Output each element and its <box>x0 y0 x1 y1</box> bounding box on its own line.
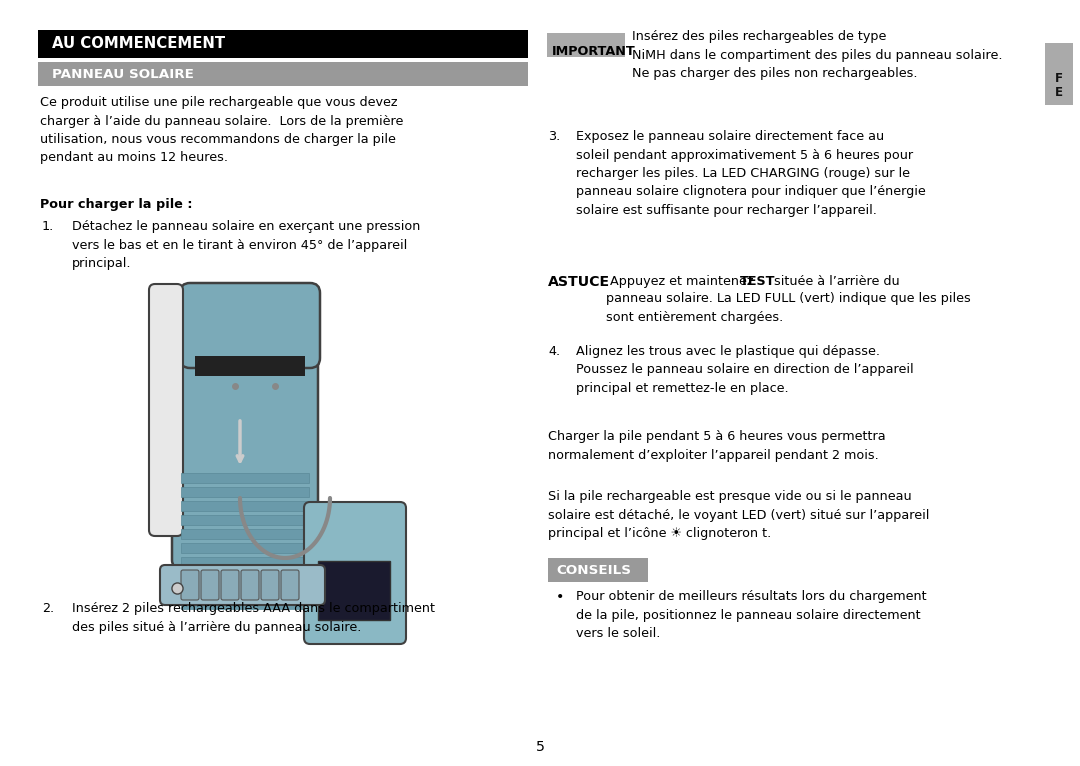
Text: Ce produit utilise une pile rechargeable que vous devez
charger à l’aide du pann: Ce produit utilise une pile rechargeable… <box>40 96 403 165</box>
Text: PANNEAU SOLAIRE: PANNEAU SOLAIRE <box>52 67 194 80</box>
FancyBboxPatch shape <box>181 515 309 525</box>
Text: CONSEILS: CONSEILS <box>556 564 631 577</box>
FancyBboxPatch shape <box>281 570 299 600</box>
FancyBboxPatch shape <box>221 570 239 600</box>
Text: IMPORTANT: IMPORTANT <box>552 45 636 58</box>
Text: 5: 5 <box>536 740 544 754</box>
FancyBboxPatch shape <box>318 561 390 620</box>
Text: 1.: 1. <box>42 220 54 233</box>
Text: 3.: 3. <box>548 130 561 143</box>
Text: AU COMMENCEMENT: AU COMMENCEMENT <box>52 37 225 51</box>
FancyBboxPatch shape <box>181 571 309 581</box>
Text: 4.: 4. <box>548 345 561 358</box>
Text: Exposez le panneau solaire directement face au
soleil pendant approximativement : Exposez le panneau solaire directement f… <box>576 130 926 217</box>
FancyBboxPatch shape <box>149 284 183 536</box>
FancyBboxPatch shape <box>241 570 259 600</box>
FancyBboxPatch shape <box>546 33 625 57</box>
Text: située à l’arrière du: située à l’arrière du <box>770 275 900 288</box>
FancyBboxPatch shape <box>181 557 309 567</box>
FancyBboxPatch shape <box>195 356 305 376</box>
FancyBboxPatch shape <box>181 599 309 609</box>
FancyBboxPatch shape <box>181 543 309 553</box>
Text: Si la pile rechargeable est presque vide ou si le panneau
solaire est détaché, l: Si la pile rechargeable est presque vide… <box>548 490 930 540</box>
FancyBboxPatch shape <box>181 529 309 539</box>
FancyBboxPatch shape <box>201 570 219 600</box>
FancyBboxPatch shape <box>181 487 309 497</box>
Text: Appuyez et maintenez: Appuyez et maintenez <box>606 275 757 288</box>
FancyBboxPatch shape <box>548 558 648 582</box>
FancyBboxPatch shape <box>160 565 325 605</box>
Text: Pour obtenir de meilleurs résultats lors du chargement
de la pile, positionnez l: Pour obtenir de meilleurs résultats lors… <box>576 590 927 640</box>
FancyBboxPatch shape <box>181 570 199 600</box>
FancyBboxPatch shape <box>181 501 309 511</box>
Text: TEST: TEST <box>740 275 775 288</box>
Text: Charger la pile pendant 5 à 6 heures vous permettra
normalement d’exploiter l’ap: Charger la pile pendant 5 à 6 heures vou… <box>548 430 886 461</box>
Text: Insérez 2 piles rechargeables AAA dans le compartiment
des piles situé à l’arriè: Insérez 2 piles rechargeables AAA dans l… <box>72 602 435 633</box>
FancyBboxPatch shape <box>1045 43 1074 105</box>
Text: panneau solaire. La LED FULL (vert) indique que les piles
sont entièrement charg: panneau solaire. La LED FULL (vert) indi… <box>606 292 971 323</box>
Text: Pour charger la pile :: Pour charger la pile : <box>40 198 192 211</box>
Text: F
E: F E <box>1055 72 1063 99</box>
Text: 2.: 2. <box>42 602 54 615</box>
Text: Insérez des piles rechargeables de type
NiMH dans le compartiment des piles du p: Insérez des piles rechargeables de type … <box>632 30 1002 80</box>
Text: •: • <box>556 590 565 604</box>
FancyBboxPatch shape <box>303 502 406 644</box>
FancyBboxPatch shape <box>181 473 309 483</box>
FancyBboxPatch shape <box>38 62 528 86</box>
Text: Alignez les trous avec le plastique qui dépasse.
Poussez le panneau solaire en d: Alignez les trous avec le plastique qui … <box>576 345 914 395</box>
FancyBboxPatch shape <box>172 332 318 568</box>
Text: ASTUCE: ASTUCE <box>548 275 610 289</box>
FancyBboxPatch shape <box>180 283 320 368</box>
FancyBboxPatch shape <box>261 570 279 600</box>
FancyBboxPatch shape <box>181 585 309 595</box>
FancyBboxPatch shape <box>38 30 528 58</box>
Text: Détachez le panneau solaire en exerçant une pression
vers le bas et en le tirant: Détachez le panneau solaire en exerçant … <box>72 220 420 270</box>
